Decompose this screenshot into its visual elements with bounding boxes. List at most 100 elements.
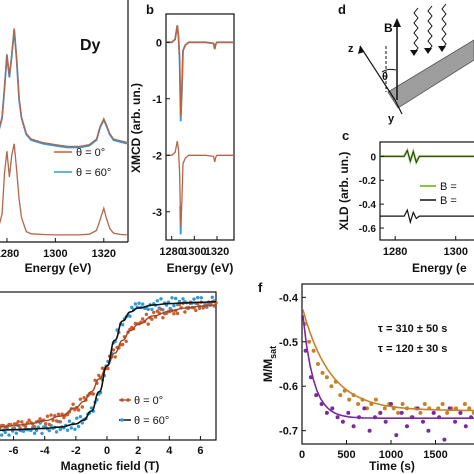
panel-e-theta60-point [0,433,4,437]
panel-e-theta0-point [20,420,24,424]
panel-e-theta60-point [7,433,11,437]
panel-e-theta0-point [16,420,20,424]
panel-e-x-axis-label: Magnetic field (T) [61,459,160,473]
panel-e-theta0-point [32,425,37,429]
panel-e-theta60-point [76,424,81,429]
panel-e-theta60-point [89,406,94,410]
x-tick-label: -4 [40,445,51,457]
panel-e-theta0-point [47,422,51,427]
panel-e-theta60-point [210,295,214,299]
panel-f-tau1-fit [302,309,474,412]
panel-e-theta60-point [155,299,160,303]
y-tick-label: -0.7 [279,426,298,438]
panel-f-tau2-point [330,406,335,411]
panel-f-tau2-point [383,419,388,424]
panel-e-theta60-point [47,428,51,433]
panel-e-theta0-point [78,397,83,401]
x-ray-wave-2 [427,5,433,52]
legend-dot-theta60 [120,418,124,422]
x-tick-label: 1500 [423,449,447,461]
panel-f-tau2-point [405,424,409,429]
panel-e-theta0-point [111,348,116,352]
panel-f-tau2-point [394,433,399,438]
panel-c-legend-label-1: B = [440,181,457,193]
x-tick-label: 0 [299,449,305,461]
panel-e-theta60-point [196,295,200,300]
legend-label-theta60: θ = 60° [76,167,111,179]
panel-e-theta0-point [152,310,156,315]
panel-a-model-trace [0,143,129,236]
theta-arc [381,68,397,73]
panel-e-theta0-point [49,413,53,417]
panel-e-theta0-point [56,412,61,416]
legend-label-theta60: θ = 60° [134,415,169,427]
y-tick-label: -0.4 [359,200,377,211]
z-axis-label: z [348,43,354,55]
panel-f-tau1-point [329,384,334,389]
panel-f-y-axis-label: M/Msat [261,346,278,382]
panel-d-geometry-diagram: d z y B θ [338,2,474,125]
x-ray-arrowhead-1 [410,50,418,56]
panel-f-tau1-point [454,406,458,411]
panel-e-theta60-point [65,428,70,432]
panel-f-tau2-point [367,428,372,433]
panel-e-theta0-point [43,422,48,426]
z-axis-arrowhead [358,46,364,54]
panel-a-x-axis-label: Energy (eV) [25,261,92,275]
panel-e-theta0-point [91,392,96,396]
panel-e-theta60-point [137,301,141,305]
panel-e-theta0-point [150,317,154,321]
panel-e-theta0-point [124,339,128,343]
panel-f-annotation-tau2: τ = 120 ± 30 s [378,343,447,355]
x-ray-arrowhead-2 [424,48,432,54]
panel-e-theta60-point [141,302,145,306]
y-tick-label: -0.5 [279,337,298,349]
y-tick-label: -0.4 [279,292,299,304]
panel-f-label: f [258,280,263,295]
panel-e-theta0-point [76,408,81,412]
panel-f-tau1-point [324,375,329,380]
panel-f-tau1-point [400,402,405,406]
panel-e-theta0-point [161,316,165,320]
panel-e-theta60-point [181,297,185,301]
x-tick-label: 0 [104,445,110,457]
panel-a-element-label: Dy [80,37,101,54]
theta-label: θ [382,71,388,83]
panel-e-theta60-point [78,415,83,419]
panel-b-theta60-trace [166,25,234,122]
panel-e-theta60-point [150,307,154,312]
panel-b-y-axis-label: XMCD (arb. un.) [129,83,143,173]
panel-f-tau2-point [421,419,425,424]
panel-e-theta60-point [3,430,7,435]
panel-e-theta60-point [73,427,77,431]
panel-e-theta0-point [93,378,97,382]
y-label-main: M/M [261,359,275,382]
panel-c-label: c [342,128,349,143]
panel-e-theta60-point [32,431,37,435]
x-tick-label: 1280 [0,248,19,260]
b-field-label: B [384,21,393,35]
panel-d-label: d [338,2,346,17]
panel-f-tau2-point [378,410,383,415]
panel-e-theta60-point [14,431,18,435]
panel-e-theta60-point [199,296,203,300]
panel-e-theta0-point [23,424,28,428]
panel-e-theta0-point [45,414,50,418]
x-tick-label: 1280 [383,246,407,258]
y-tick-label: -2 [152,150,162,162]
panel-f-tau1-point [382,406,387,411]
panel-e-theta60-point [120,323,125,327]
panel-e-theta60-point [130,305,134,309]
panel-e-theta60-point [80,421,85,425]
panel-e-theta0-point [73,408,77,412]
panel-e-theta0-point [146,322,150,326]
panel-f-frame [301,283,474,445]
x-tick-label: 1000 [379,449,403,461]
panel-a-theta0-trace [0,28,129,148]
panel-b-frame [165,13,235,241]
panel-f-annotation-tau1: τ = 310 ± 50 s [378,323,447,335]
b-field-arrowhead [393,18,401,27]
panel-e-theta60-point [58,427,62,432]
